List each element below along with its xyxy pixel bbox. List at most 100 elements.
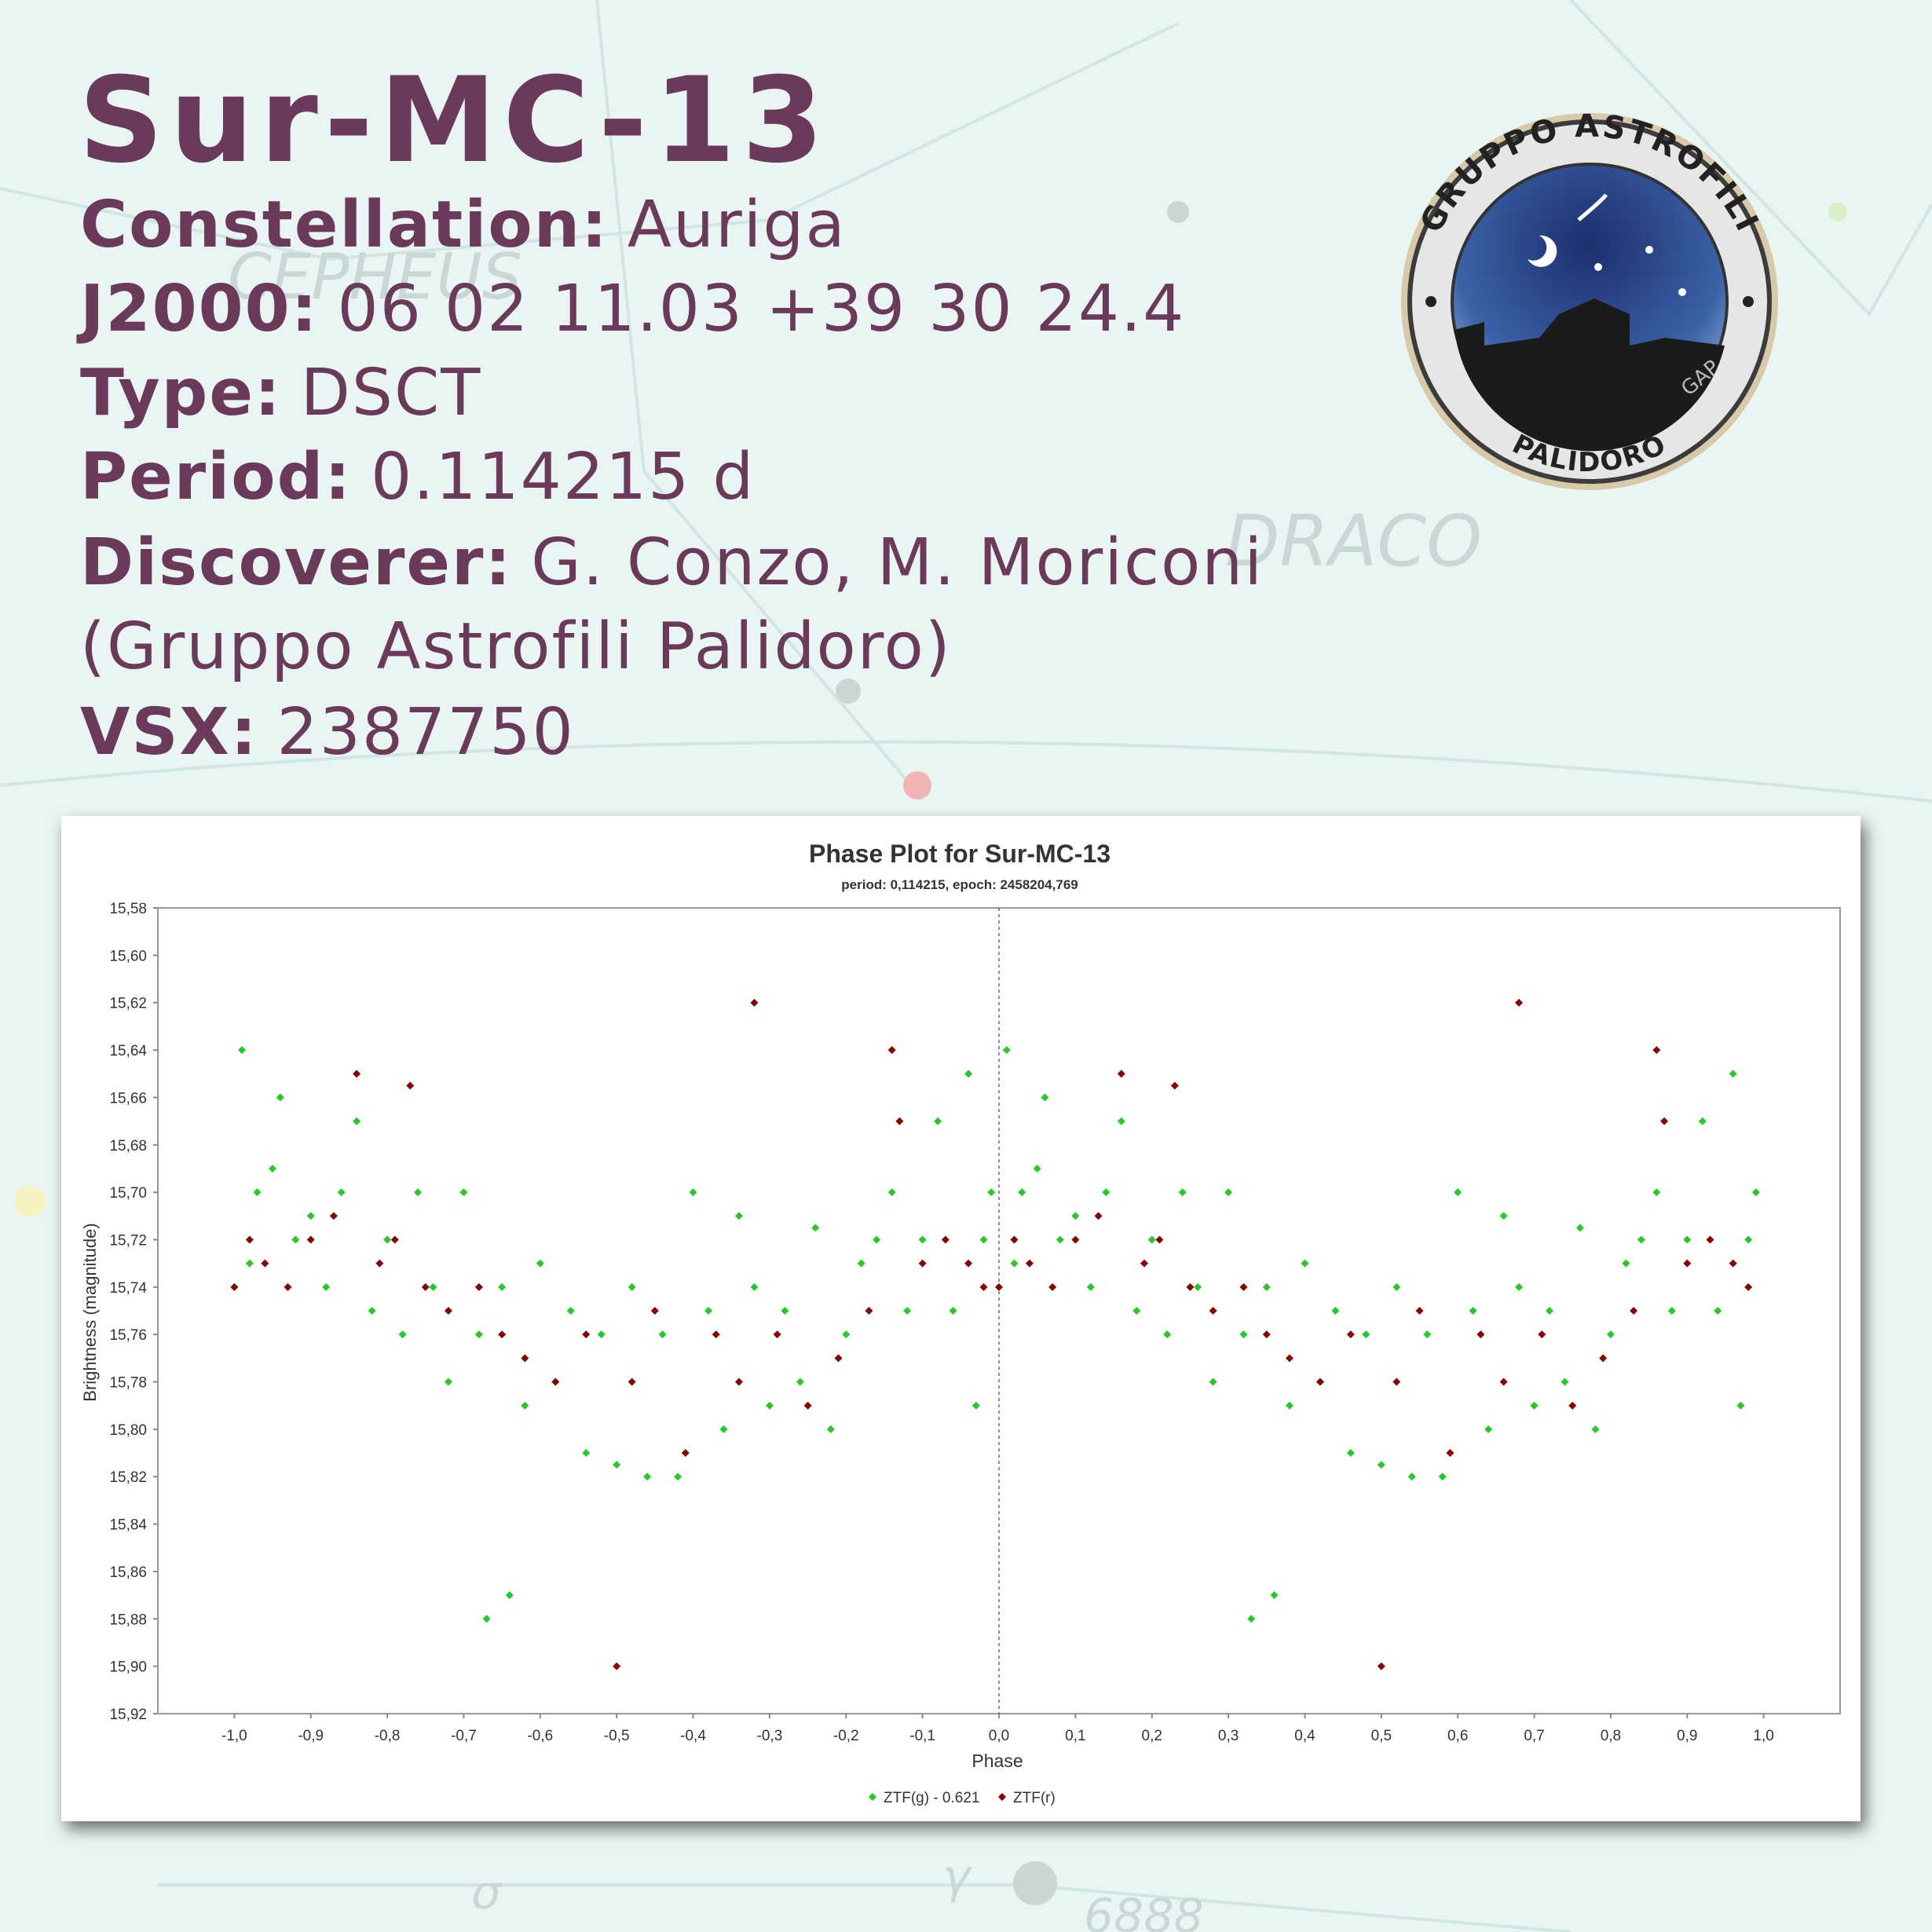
info-row: VSX: 2387750 [80,695,575,770]
point [1262,1283,1271,1291]
point [1377,1461,1385,1469]
chart-title: Phase Plot for Sur-MC-13 [809,840,1111,868]
point [1622,1259,1630,1268]
point [1660,1117,1669,1125]
point [597,1330,606,1339]
point [1194,1283,1202,1291]
point [230,1283,239,1291]
point [903,1307,912,1315]
point [1025,1259,1034,1268]
point [383,1235,392,1244]
point [734,1378,743,1386]
point [1155,1235,1164,1244]
point [482,1615,491,1623]
info: Constellation: Auriga J2000: 06 02 11.03 +… [76,188,1262,770]
point [1454,1188,1462,1197]
point [1163,1330,1172,1339]
point [1591,1425,1600,1433]
point [505,1591,514,1600]
point [1186,1283,1195,1291]
chart: Phase Plot for Sur-MC-13 period: 0,11421… [61,816,1861,1821]
point [865,1307,873,1315]
point [1736,1401,1745,1410]
point [811,1224,820,1232]
bg-label: DRACO [1225,500,1482,583]
point [1071,1235,1080,1244]
info-label: J2000: [76,272,319,346]
x-tick-label: -0,4 [680,1728,706,1744]
point [1239,1283,1248,1291]
point [1698,1117,1707,1125]
point [368,1307,376,1315]
x-tick-label: -0,5 [604,1728,630,1744]
point [353,1070,361,1078]
info-label: Period: [80,440,352,514]
point [474,1330,483,1339]
point [536,1259,544,1268]
point [1575,1224,1584,1232]
point [1071,1212,1080,1220]
point [1637,1235,1645,1244]
point [781,1307,789,1315]
point [1652,1046,1661,1055]
point [429,1283,437,1291]
point [1117,1070,1125,1078]
x-tick-label: 0,1 [1065,1728,1085,1744]
point [796,1378,804,1386]
y-tick-label: 15,68 [109,1138,147,1154]
bg-label: σ [471,1865,503,1920]
y-tick-label: 15,78 [109,1375,147,1392]
point [1392,1378,1401,1386]
point [650,1307,659,1315]
point [750,998,759,1007]
y-tick-label: 15,62 [109,996,147,1012]
info-value: DSCT [301,356,482,430]
background-labels: CEPHEUS DRACO 6888 γ σ [228,240,1482,1932]
point [949,1307,957,1315]
info-label: Type: [80,356,282,430]
point [765,1401,774,1410]
point [1301,1259,1309,1268]
y-tick-label: 15,66 [109,1090,147,1107]
point [681,1449,690,1458]
point [1147,1235,1156,1244]
point [1630,1307,1638,1315]
point [1377,1662,1385,1670]
point [1744,1283,1753,1291]
point [253,1188,262,1197]
point [1010,1259,1019,1268]
point [613,1662,621,1670]
point [306,1235,315,1244]
x-tick-label: -0,2 [833,1728,859,1744]
point [1010,1235,1019,1244]
point [1285,1354,1293,1363]
x-tick-label: -0,6 [527,1728,553,1744]
point [826,1425,835,1433]
point [628,1378,636,1386]
point [1469,1307,1477,1315]
point [1729,1070,1737,1078]
point [1262,1330,1271,1339]
point [987,1188,996,1197]
point [1170,1081,1179,1090]
point [887,1046,896,1055]
point [887,1188,896,1197]
point [1446,1449,1454,1458]
point [1729,1259,1737,1268]
y-tick-label: 15,60 [109,948,147,964]
point [643,1473,652,1481]
point [261,1259,269,1268]
point [1239,1330,1248,1339]
y-tick-label: 15,58 [109,901,147,917]
point [1002,1046,1011,1055]
y-tick-label: 15,86 [109,1564,147,1581]
point [1714,1307,1722,1315]
point [1484,1425,1493,1433]
point [521,1401,529,1410]
info-label: Discoverer: [80,525,512,600]
x-tick-label: -0,1 [909,1728,935,1744]
info-row: Type: DSCT [80,356,481,430]
info-row: Period: 0.114215 d [80,440,755,514]
